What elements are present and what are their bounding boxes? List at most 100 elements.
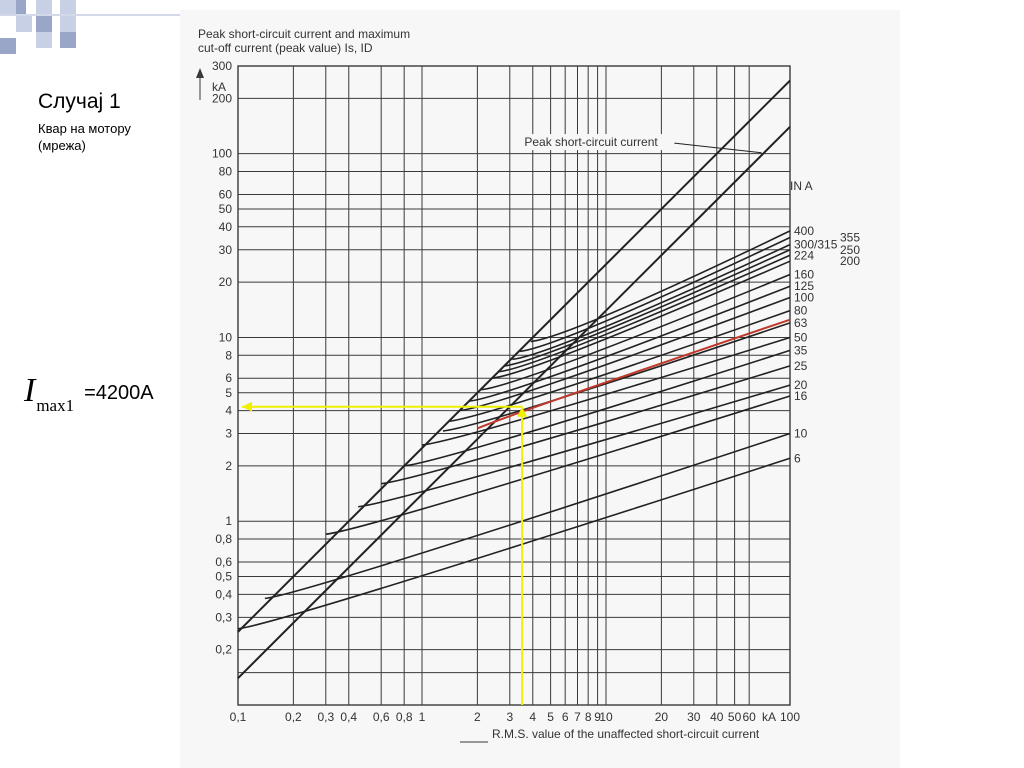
rating-curve [381,365,791,485]
y-unit-label: kA [212,80,226,94]
rating-label: 80 [794,304,808,318]
rating-label: 16 [794,389,808,403]
x-tick-label: 2 [474,710,481,724]
rating-label: 10 [794,427,808,441]
y-tick-label: 200 [212,91,232,105]
x-tick-label: 60 [743,710,757,724]
x-tick-label: 0,1 [230,710,247,724]
reference-label-bg [520,134,681,151]
x-tick-label: 0,2 [285,710,302,724]
rating-curve [504,249,791,367]
subtitle-line: (мрежа) [38,138,86,153]
rating-label: 160 [794,268,814,282]
legend-title: IN A [790,179,813,193]
y-tick-label: 2 [225,459,232,473]
decor-square [16,16,32,32]
rating-curve [442,322,791,432]
rating-curve [325,395,791,535]
x-tick-label: 8 [585,710,592,724]
rating-curve [512,243,791,361]
y-tick-label: 0,4 [215,587,232,601]
x-tick-label: 10 [599,710,613,724]
reading-arrowhead-up [517,406,528,417]
chart-title-line-2: cut-off current (peak value) Is, ID [198,41,373,55]
formula-symbol: I [24,372,36,409]
rating-label: 200 [840,254,860,268]
x-tick-label: 9 [594,710,601,724]
y-tick-label: 5 [225,386,232,400]
decor-line [0,14,185,16]
formula-value: =4200A [84,382,154,404]
x-tick-label: 1 [419,710,426,724]
y-tick-label: 0,2 [215,643,232,657]
reference-line [237,126,791,679]
x-tick-label: 0,3 [317,710,334,724]
reference-line [237,79,791,633]
rating-label: 6 [794,451,801,465]
y-tick-label: 4 [225,404,232,418]
x-tick-label: 0,8 [396,710,413,724]
y-tick-label: 20 [219,275,233,289]
rating-curve [498,254,791,373]
rating-curve [491,260,791,380]
reference-leader [674,142,762,154]
rating-curve [481,273,791,391]
y-tick-label: 30 [219,243,233,257]
slide-subtitle: Квар на мотору (мрежа) [38,120,158,154]
decor-square [36,32,52,48]
x-tick-label: 6 [562,710,569,724]
x-tick-label: 5 [547,710,554,724]
y-tick-label: 60 [219,187,233,201]
y-tick-label: 50 [219,202,233,216]
decor-square [0,0,16,16]
decor-square [36,0,52,16]
decor-square [0,38,16,54]
decor-square [60,32,76,48]
decor-square [36,16,52,32]
x-tick-label: 0,6 [373,710,390,724]
reference-line-label: Peak short-circuit current [524,135,658,149]
x-tick-label: 100 [780,710,800,724]
highlight-layer [242,318,791,705]
y-tick-label: 0,6 [215,555,232,569]
rating-label: 300/315 [794,238,838,252]
x-tick-label: 40 [710,710,724,724]
rating-curve [421,336,791,446]
imax-formula: Imax1 =4200A [24,372,154,415]
y-tick-label: 6 [225,371,232,385]
slide-title: Случај 1 [38,90,121,113]
x-tick-label: 30 [687,710,701,724]
x-tick-label: 3 [506,710,513,724]
formula-subscript: max1 [36,396,75,415]
rating-label: 50 [794,330,808,344]
x-tick-label: 20 [655,710,669,724]
y-tick-label: 3 [225,427,232,441]
rating-label: 355 [840,230,860,244]
y-tick-label: 1 [225,514,232,528]
y-tick-label: 80 [219,164,233,178]
x-tick-label: 7 [574,710,581,724]
rating-curve [530,230,791,343]
rating-label: 35 [794,343,808,357]
rating-curve [237,457,791,630]
rating-curve [264,432,791,600]
rating-label: 224 [794,248,814,262]
x-axis-label: R.M.S. value of the unaffected short-cir… [492,727,760,741]
chart-title-line-1: Peak short-circuit current and maximum [198,27,410,41]
x-unit-label: kA [762,710,776,724]
curve-layer [237,79,791,679]
subtitle-line: Квар на мотору [38,121,131,136]
rating-label: 63 [794,316,808,330]
rating-curve [358,384,791,508]
y-tick-label: 300 [212,59,232,73]
decor-square [60,16,76,32]
rating-curve [468,285,791,402]
rating-label: 100 [794,290,814,304]
x-tick-label: 4 [529,710,536,724]
y-tick-label: 10 [219,330,233,344]
y-tick-label: 0,3 [215,610,232,624]
highlight-curve [477,318,791,430]
x-tick-label: 0,4 [340,710,357,724]
rating-label: 125 [794,279,814,293]
